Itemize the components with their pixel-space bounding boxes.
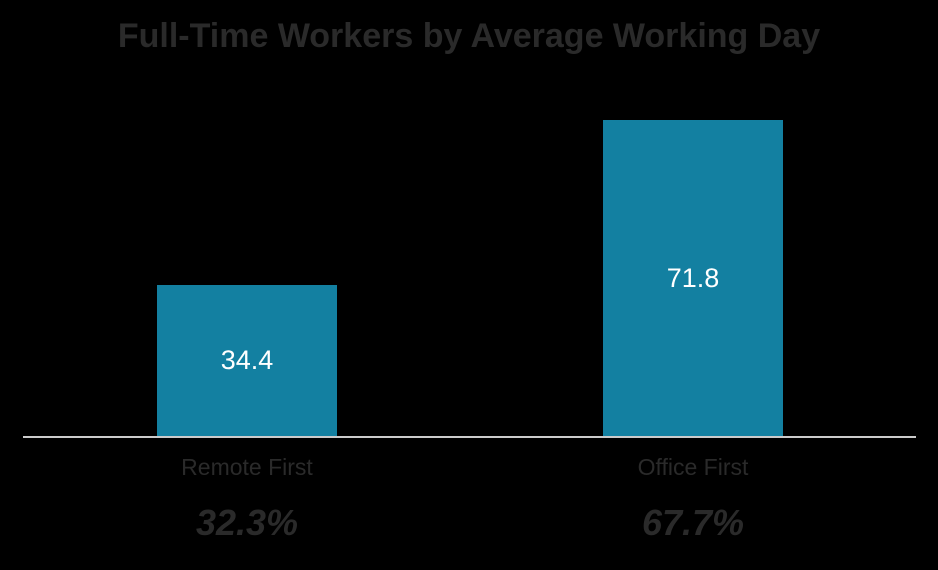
bar-value-label-remote-first: 34.4 bbox=[220, 345, 274, 375]
bar-office-first: 71.8 bbox=[603, 120, 783, 436]
chart-title: Full-Time Workers by Average Working Day bbox=[117, 17, 821, 55]
x-axis-line bbox=[23, 436, 916, 438]
bar-value-label-office-first: 71.8 bbox=[666, 262, 720, 293]
x-axis-label-remote-first: Remote First bbox=[181, 454, 313, 480]
x-axis-label-office-first: Office First bbox=[637, 454, 749, 480]
bar-remote-first: 34.4 bbox=[157, 285, 337, 436]
share-label-office-first: 67.7% bbox=[641, 502, 745, 543]
share-label-remote-first: 32.3% bbox=[195, 502, 299, 543]
